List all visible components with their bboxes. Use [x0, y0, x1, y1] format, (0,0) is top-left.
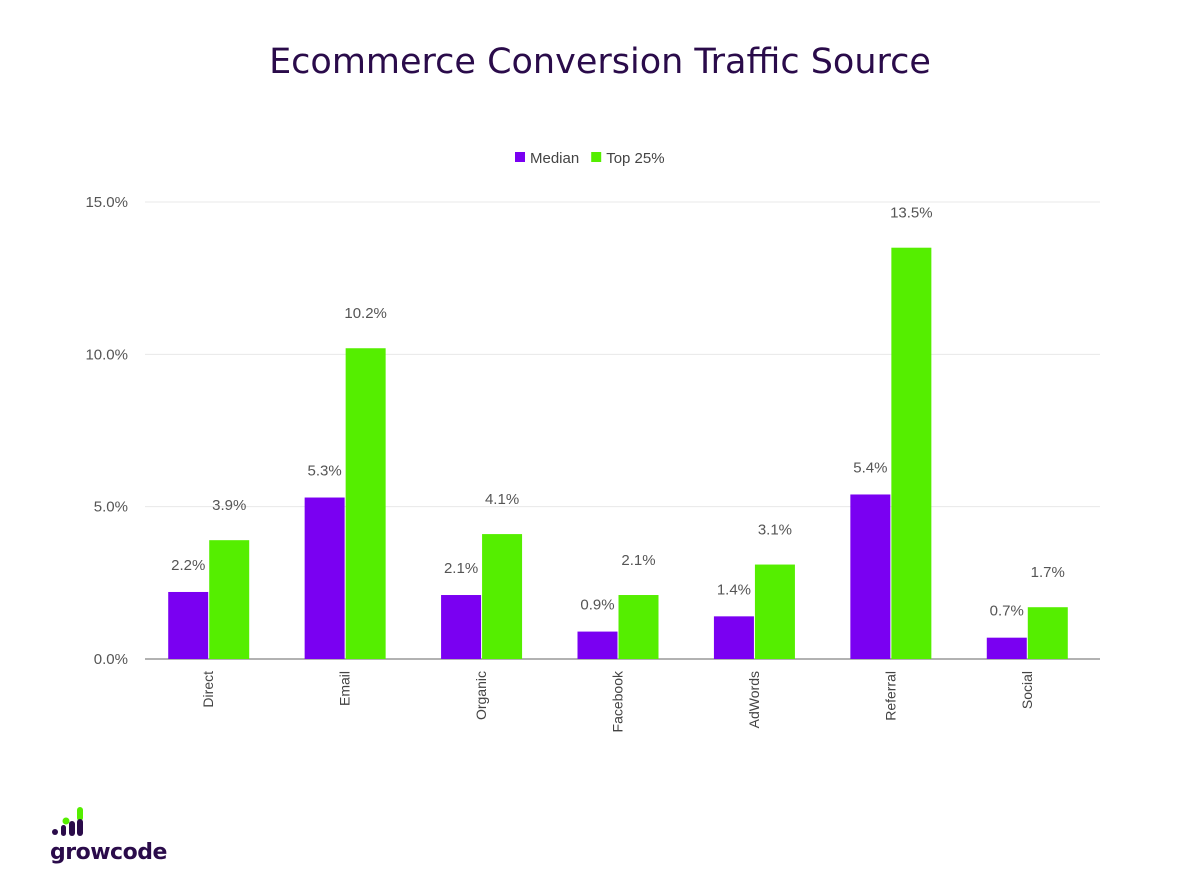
- bar-top-25-: [754, 564, 795, 659]
- data-label: 13.5%: [890, 205, 933, 222]
- data-label: 2.2%: [171, 557, 205, 574]
- y-tick-label: 15.0%: [85, 194, 128, 211]
- x-tick-label: Social: [1019, 671, 1035, 709]
- data-label: 10.2%: [344, 305, 387, 322]
- data-label: 5.4%: [853, 459, 887, 476]
- data-label: 1.7%: [1031, 564, 1065, 581]
- data-label: 0.9%: [580, 597, 614, 614]
- x-tick-label: AdWords: [746, 671, 762, 728]
- x-tick-label: Referral: [882, 671, 898, 721]
- bar-median: [441, 595, 482, 659]
- bar-top-25-: [1027, 607, 1068, 659]
- data-label: 2.1%: [621, 552, 655, 569]
- legend-label: Median: [530, 150, 579, 167]
- bar-median: [850, 494, 891, 659]
- y-tick-label: 0.0%: [94, 651, 128, 668]
- data-label: 3.1%: [758, 522, 792, 539]
- bar-top-25-: [482, 534, 523, 659]
- y-tick-label: 10.0%: [85, 346, 128, 363]
- legend-swatch: [591, 152, 602, 162]
- bar-median: [304, 497, 345, 659]
- bar-median: [713, 616, 754, 659]
- x-tick-label: Email: [337, 671, 353, 706]
- data-label: 3.9%: [212, 497, 246, 514]
- legend-label: Top 25%: [606, 150, 664, 167]
- legend-swatch: [515, 152, 525, 162]
- bar-median: [577, 631, 618, 659]
- data-label: 5.3%: [308, 463, 342, 480]
- growcode-logo-icon: [52, 807, 83, 836]
- bar-top-25-: [891, 247, 932, 659]
- data-label: 0.7%: [990, 603, 1024, 620]
- y-tick-label: 5.0%: [94, 499, 128, 516]
- bar-top-25-: [618, 595, 659, 659]
- x-tick-label: Direct: [200, 671, 216, 708]
- data-label: 4.1%: [485, 491, 519, 508]
- x-tick-label: Facebook: [610, 670, 626, 732]
- chart-title: Ecommerce Conversion Traffic Source: [269, 42, 931, 82]
- bar-top-25-: [345, 348, 386, 659]
- bar-median: [168, 591, 209, 659]
- data-label: 2.1%: [444, 560, 478, 577]
- x-tick-label: Organic: [473, 671, 489, 720]
- data-label: 1.4%: [717, 581, 751, 598]
- bar-top-25-: [209, 540, 250, 659]
- logo-text: growcode: [50, 840, 167, 865]
- bar-median: [986, 637, 1027, 659]
